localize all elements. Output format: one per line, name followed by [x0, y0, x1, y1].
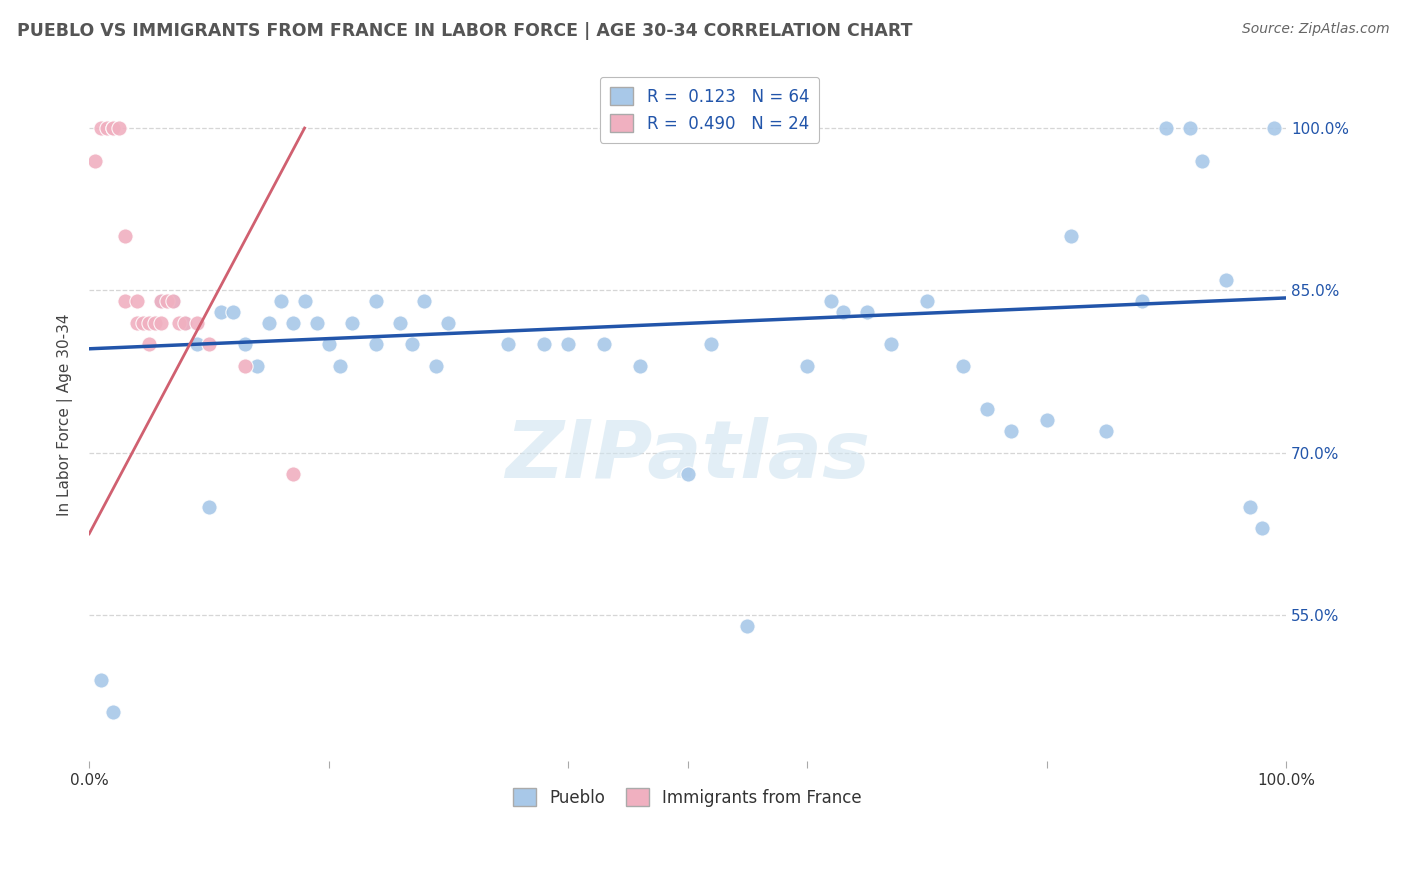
Point: [915, 294, 938, 309]
Point: [125, 316, 148, 330]
Point: [90, 673, 112, 687]
Point: [162, 294, 184, 309]
Point: [281, 316, 304, 330]
Legend: Pueblo, Immigrants from France: Pueblo, Immigrants from France: [505, 780, 870, 815]
Point: [1239, 500, 1261, 514]
Point: [1156, 121, 1178, 136]
Point: [125, 294, 148, 309]
Point: [270, 294, 292, 309]
Point: [90, 121, 112, 136]
Point: [198, 337, 221, 351]
Point: [233, 359, 256, 373]
Point: [425, 359, 447, 373]
Point: [156, 294, 179, 309]
Point: [676, 467, 699, 482]
Point: [342, 316, 364, 330]
Point: [186, 337, 208, 351]
Point: [108, 121, 131, 136]
Point: [294, 294, 316, 309]
Point: [143, 316, 166, 330]
Y-axis label: In Labor Force | Age 30-34: In Labor Force | Age 30-34: [58, 314, 73, 516]
Point: [976, 402, 998, 417]
Point: [366, 337, 388, 351]
Point: [149, 294, 172, 309]
Point: [329, 359, 352, 373]
Point: [114, 294, 136, 309]
Point: [233, 337, 256, 351]
Point: [880, 337, 903, 351]
Point: [796, 359, 818, 373]
Point: [174, 316, 197, 330]
Point: [1130, 294, 1153, 309]
Point: [1263, 121, 1285, 136]
Text: ZIPatlas: ZIPatlas: [505, 417, 870, 495]
Point: [832, 305, 855, 319]
Point: [305, 316, 328, 330]
Point: [186, 316, 208, 330]
Point: [737, 619, 759, 633]
Point: [413, 294, 436, 309]
Point: [138, 316, 160, 330]
Point: [174, 316, 197, 330]
Point: [437, 316, 460, 330]
Point: [198, 500, 221, 514]
Point: [1251, 521, 1274, 535]
Point: [132, 316, 155, 330]
Point: [1000, 424, 1022, 438]
Point: [700, 337, 723, 351]
Point: [389, 316, 412, 330]
Point: [246, 359, 269, 373]
Point: [1215, 272, 1237, 286]
Point: [592, 337, 614, 351]
Point: [1035, 413, 1057, 427]
Point: [533, 337, 555, 351]
Point: [222, 305, 245, 319]
Point: [401, 337, 423, 351]
Point: [101, 706, 124, 720]
Point: [281, 467, 304, 482]
Point: [1095, 424, 1118, 438]
Text: PUEBLO VS IMMIGRANTS FROM FRANCE IN LABOR FORCE | AGE 30-34 CORRELATION CHART: PUEBLO VS IMMIGRANTS FROM FRANCE IN LABO…: [17, 22, 912, 40]
Point: [209, 305, 232, 319]
Text: Source: ZipAtlas.com: Source: ZipAtlas.com: [1241, 22, 1389, 37]
Point: [84, 153, 107, 168]
Point: [114, 229, 136, 244]
Point: [1059, 229, 1081, 244]
Point: [101, 121, 124, 136]
Point: [149, 316, 172, 330]
Point: [149, 294, 172, 309]
Point: [101, 121, 124, 136]
Point: [366, 294, 388, 309]
Point: [162, 294, 184, 309]
Point: [167, 316, 190, 330]
Point: [138, 337, 160, 351]
Point: [1180, 121, 1202, 136]
Point: [952, 359, 974, 373]
Point: [496, 337, 519, 351]
Point: [856, 305, 879, 319]
Point: [96, 121, 118, 136]
Point: [820, 294, 842, 309]
Point: [1191, 153, 1213, 168]
Point: [318, 337, 340, 351]
Point: [257, 316, 280, 330]
Point: [628, 359, 651, 373]
Point: [557, 337, 579, 351]
